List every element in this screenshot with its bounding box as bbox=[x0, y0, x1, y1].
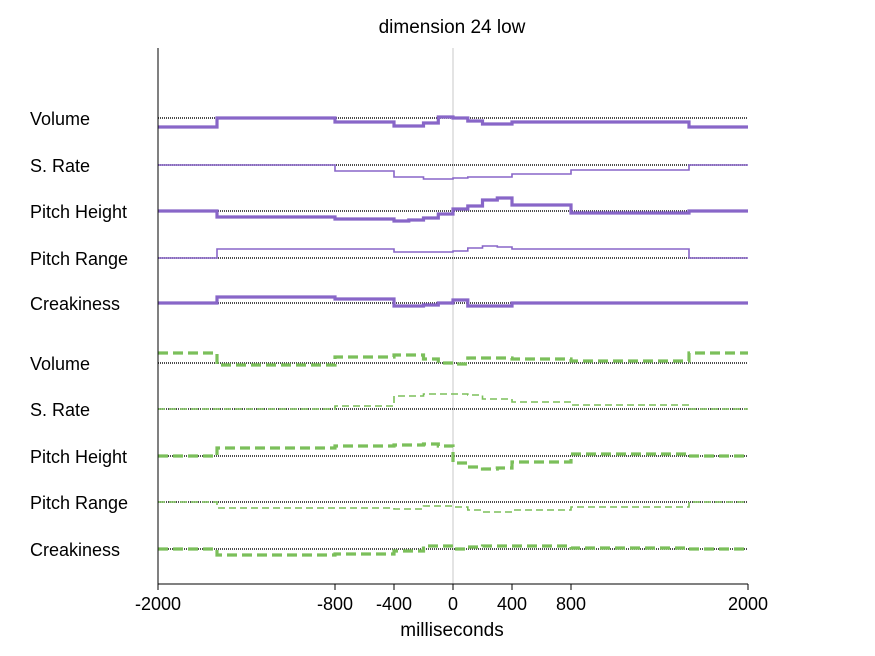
row-label: Volume bbox=[30, 109, 90, 129]
series-line bbox=[158, 442, 748, 471]
row-label: Pitch Height bbox=[30, 447, 127, 467]
row-purple-volume: Volume bbox=[30, 109, 748, 129]
row-green-volume: Volume bbox=[30, 351, 748, 374]
row-green-pitch-range: Pitch Range bbox=[30, 493, 748, 513]
row-label: Volume bbox=[30, 354, 90, 374]
row-green-creakiness: Creakiness bbox=[30, 540, 748, 560]
series-line bbox=[158, 196, 748, 223]
series-line bbox=[158, 351, 748, 367]
row-purple-pitch-range: Pitch Range bbox=[30, 245, 748, 269]
row-green-s-rate: S. Rate bbox=[30, 393, 748, 420]
row-label: Creakiness bbox=[30, 294, 120, 314]
series-line bbox=[158, 501, 748, 513]
row-label: Creakiness bbox=[30, 540, 120, 560]
series-line bbox=[158, 115, 748, 129]
x-tick-label: -400 bbox=[376, 594, 412, 614]
x-tick-label: -800 bbox=[317, 594, 353, 614]
series-line bbox=[158, 295, 748, 308]
chart-title: dimension 24 low bbox=[379, 17, 526, 38]
x-tick-label: 800 bbox=[556, 594, 586, 614]
x-tick-label: 0 bbox=[448, 594, 458, 614]
series-line bbox=[158, 164, 748, 180]
x-tick-label: 400 bbox=[497, 594, 527, 614]
row-label: S. Rate bbox=[30, 400, 90, 420]
row-label: S. Rate bbox=[30, 156, 90, 176]
series-line bbox=[158, 245, 748, 259]
row-green-pitch-height: Pitch Height bbox=[30, 442, 748, 471]
row-label: Pitch Range bbox=[30, 249, 128, 269]
row-purple-creakiness: Creakiness bbox=[30, 294, 748, 314]
series-line bbox=[158, 393, 748, 410]
row-purple-pitch-height: Pitch Height bbox=[30, 196, 748, 223]
row-label: Pitch Range bbox=[30, 493, 128, 513]
x-axis-label: milliseconds bbox=[400, 620, 503, 641]
x-tick-label: -2000 bbox=[135, 594, 181, 614]
x-tick-label: 2000 bbox=[728, 594, 768, 614]
series-line bbox=[158, 544, 748, 557]
row-purple-s-rate: S. Rate bbox=[30, 156, 748, 180]
row-label: Pitch Height bbox=[30, 202, 127, 222]
